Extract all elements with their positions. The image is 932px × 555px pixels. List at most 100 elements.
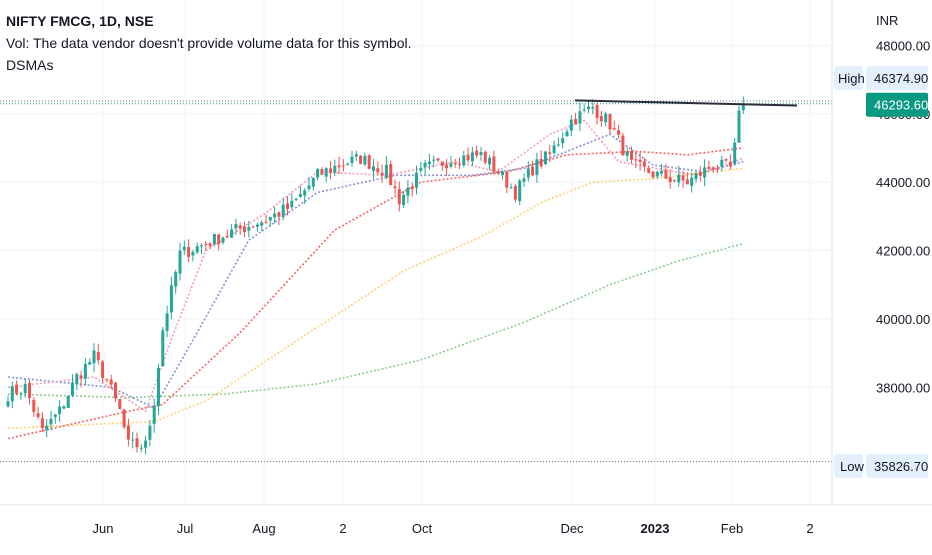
- candle: [49, 418, 53, 425]
- candle: [157, 367, 160, 407]
- candle: [363, 155, 367, 165]
- candle: [501, 171, 504, 176]
- high-tag-label: High: [838, 71, 865, 86]
- candle: [612, 128, 616, 130]
- candle: [367, 155, 371, 169]
- x-tick-label: Jul: [177, 521, 194, 536]
- candle: [376, 168, 380, 173]
- candle: [66, 395, 70, 409]
- candle: [703, 167, 707, 178]
- candle: [221, 237, 225, 243]
- candle: [251, 226, 255, 228]
- candle: [333, 165, 337, 173]
- candle: [526, 168, 530, 178]
- candle: [582, 109, 586, 111]
- x-tick-label: Jun: [93, 521, 114, 536]
- candle: [419, 168, 423, 171]
- candle: [255, 224, 259, 227]
- candle: [436, 158, 440, 161]
- candle: [19, 393, 23, 395]
- high-tag-bg: [834, 66, 863, 90]
- candle: [432, 159, 436, 161]
- candle: [496, 172, 500, 174]
- candle: [380, 172, 384, 176]
- candle: [88, 362, 92, 365]
- trendline[interactable]: [574, 99, 798, 107]
- candle: [423, 162, 427, 168]
- candle: [329, 168, 332, 173]
- candle: [32, 399, 36, 412]
- candle: [505, 171, 509, 188]
- candle: [591, 106, 595, 109]
- x-tick-label: Dec: [560, 521, 584, 536]
- candle: [165, 313, 169, 331]
- candle: [152, 405, 156, 425]
- candle: [307, 185, 311, 189]
- candle: [337, 165, 341, 168]
- candle: [535, 159, 539, 175]
- candle: [277, 212, 281, 217]
- candle: [608, 114, 612, 130]
- high-value-bg: [866, 66, 928, 90]
- chart-legend: NIFTY FMCG, 1D, NSE Vol: The data vendor…: [6, 10, 412, 76]
- candle: [316, 168, 320, 178]
- candle: [630, 151, 633, 160]
- candle: [410, 186, 414, 190]
- series-layer: [0, 0, 832, 505]
- legend-indicator[interactable]: DSMAs: [6, 57, 54, 73]
- candle: [492, 156, 496, 172]
- candle: [268, 217, 272, 221]
- candle: [488, 157, 492, 165]
- candle: [10, 386, 14, 402]
- candle: [466, 154, 470, 161]
- candle: [651, 171, 655, 178]
- candle: [105, 379, 109, 381]
- candle: [513, 186, 517, 200]
- candle: [23, 384, 27, 394]
- candle: [415, 172, 418, 188]
- candle: [647, 168, 651, 174]
- candle: [574, 118, 578, 125]
- candle: [311, 177, 315, 187]
- candle: [531, 166, 535, 176]
- candle: [161, 330, 165, 367]
- candle: [273, 213, 277, 218]
- legend-title[interactable]: NIFTY FMCG, 1D, NSE: [6, 13, 154, 29]
- candle: [359, 155, 363, 164]
- sma-line-red: [7, 147, 744, 440]
- candle: [234, 223, 238, 229]
- candle: [75, 374, 79, 385]
- x-tick-label: 2023: [641, 521, 670, 536]
- x-tick-label: Feb: [721, 521, 743, 536]
- sma-line-yellow: [7, 167, 744, 430]
- candle: [264, 221, 268, 223]
- candle: [286, 203, 289, 209]
- candle: [346, 163, 350, 165]
- candle: [724, 159, 728, 161]
- candle: [174, 271, 178, 287]
- candle: [625, 151, 629, 156]
- candle: [552, 145, 556, 153]
- candle: [182, 246, 186, 251]
- candle: [406, 187, 410, 196]
- candle: [303, 190, 307, 196]
- candle: [617, 130, 621, 135]
- y-tick-label: 42000.00: [876, 244, 930, 259]
- candle: [479, 152, 483, 156]
- candle: [655, 172, 659, 177]
- y-tick-label: 40000.00: [876, 312, 930, 327]
- candle: [698, 171, 702, 176]
- low-value-bg: [866, 454, 928, 478]
- candle: [544, 151, 547, 165]
- candle: [208, 243, 212, 247]
- candle: [393, 186, 397, 189]
- candle: [260, 222, 264, 226]
- candle: [642, 161, 646, 167]
- candle: [668, 177, 672, 183]
- candle: [569, 119, 573, 131]
- candle: [217, 234, 221, 245]
- candle: [148, 425, 152, 440]
- candle: [79, 375, 83, 379]
